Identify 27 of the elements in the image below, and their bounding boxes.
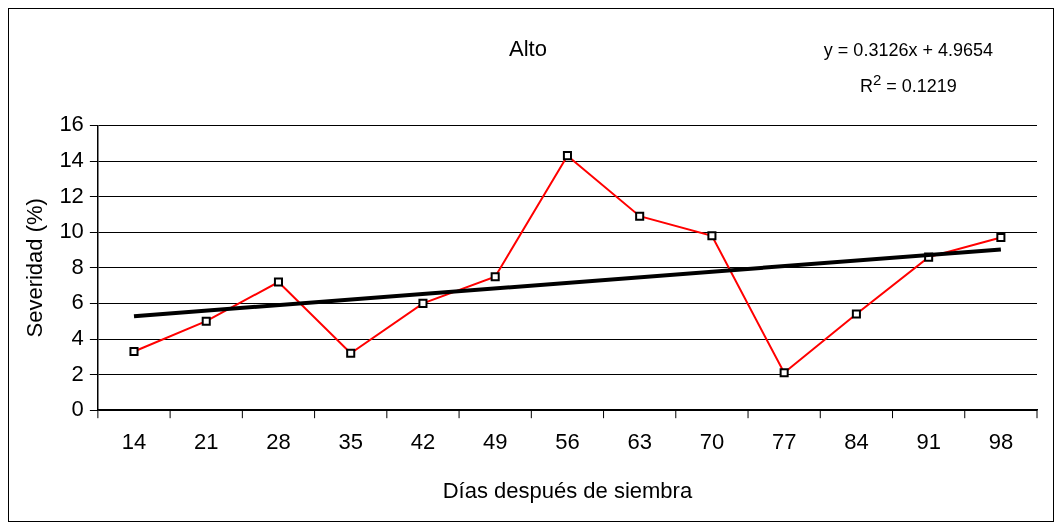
y-tick-label: 2 bbox=[71, 360, 84, 386]
x-tick-label: 77 bbox=[771, 429, 797, 455]
x-tick-label: 84 bbox=[844, 429, 869, 455]
text: y = 0.3126x + 4.9654 bbox=[823, 39, 993, 62]
y-tick-label: 0 bbox=[71, 396, 84, 422]
x-axis-title: Días después de siembra bbox=[442, 477, 693, 503]
x-tick-label: 42 bbox=[410, 429, 436, 455]
x-tick-label: 56 bbox=[555, 429, 580, 455]
y-axis-title: Severidad (%) bbox=[22, 198, 48, 338]
y-tick-label: 8 bbox=[71, 253, 84, 279]
chart-title: Alto bbox=[509, 36, 547, 62]
x-tick-label: 14 bbox=[121, 429, 147, 455]
x-tick-label: 28 bbox=[266, 429, 291, 455]
y-tick-label: 6 bbox=[71, 289, 84, 315]
y-tick-label: 4 bbox=[71, 325, 84, 351]
x-tick-label: 70 bbox=[699, 429, 725, 455]
x-tick-label: 35 bbox=[338, 429, 363, 455]
y-tick-label: 14 bbox=[59, 147, 84, 173]
y-tick-label: 16 bbox=[59, 111, 84, 137]
y-tick-label: 12 bbox=[59, 182, 84, 208]
y-tick-label: 10 bbox=[59, 218, 84, 244]
x-tick-label: 98 bbox=[988, 429, 1014, 455]
x-tick-label: 63 bbox=[627, 429, 652, 455]
x-tick-label: 49 bbox=[482, 429, 508, 455]
x-tick-label: 21 bbox=[193, 429, 219, 455]
text: R$^{2}$ = 0.1219 bbox=[858, 70, 958, 98]
x-tick-label: 91 bbox=[916, 429, 941, 455]
